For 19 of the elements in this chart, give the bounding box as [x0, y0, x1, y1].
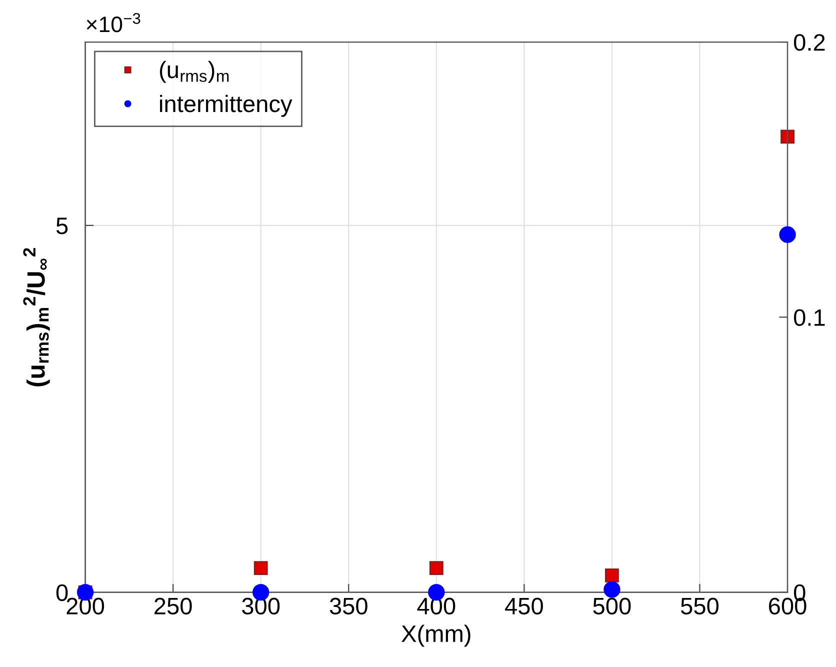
x-axis-title: X(mm) — [402, 624, 470, 647]
y-axis-title: (u$_{rms}$)$_{m}$$^{2}$/U$_{∞}$$^{2}$ — [23, 248, 50, 386]
y2-tick-label: 0.2 — [794, 34, 825, 51]
x-tick-label: 350 — [330, 598, 368, 614]
point — [779, 226, 796, 243]
point — [429, 561, 444, 576]
x-tick-label: 250 — [154, 598, 192, 614]
point — [605, 568, 619, 582]
legend-label: intermittency — [160, 94, 292, 117]
y2-tick-label: 0.1 — [794, 309, 825, 326]
x-tick-label: 500 — [593, 598, 631, 614]
point — [254, 561, 268, 576]
x-tick-label: 550 — [680, 598, 719, 614]
y-tick-label: 5 — [56, 218, 68, 234]
point — [780, 130, 794, 144]
point — [604, 581, 620, 598]
x-tick-label: 450 — [505, 598, 543, 614]
legend-label: (u$_{rms}$)$_{m}$ — [160, 60, 229, 83]
text: ×10$^{−3}$ — [86, 12, 140, 32]
